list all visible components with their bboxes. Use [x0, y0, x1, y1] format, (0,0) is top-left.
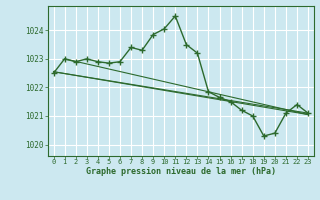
X-axis label: Graphe pression niveau de la mer (hPa): Graphe pression niveau de la mer (hPa) — [86, 167, 276, 176]
